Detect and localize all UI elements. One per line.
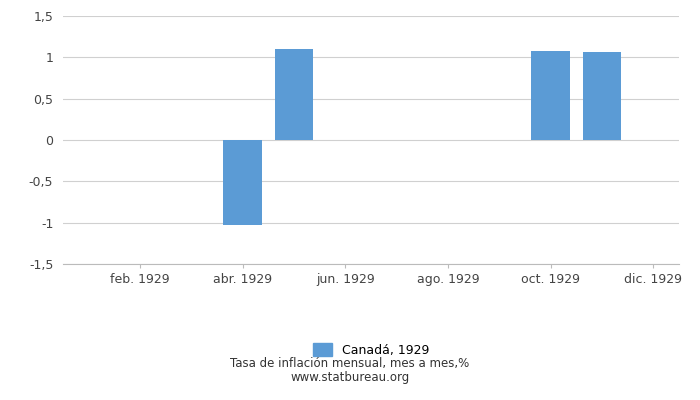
Bar <box>582 52 622 140</box>
Text: Tasa de inflación mensual, mes a mes,%: Tasa de inflación mensual, mes a mes,% <box>230 358 470 370</box>
Bar <box>274 49 314 140</box>
Text: www.statbureau.org: www.statbureau.org <box>290 372 410 384</box>
Legend: Canadá, 1929: Canadá, 1929 <box>308 338 434 362</box>
Bar <box>223 140 262 225</box>
Bar <box>531 51 570 140</box>
